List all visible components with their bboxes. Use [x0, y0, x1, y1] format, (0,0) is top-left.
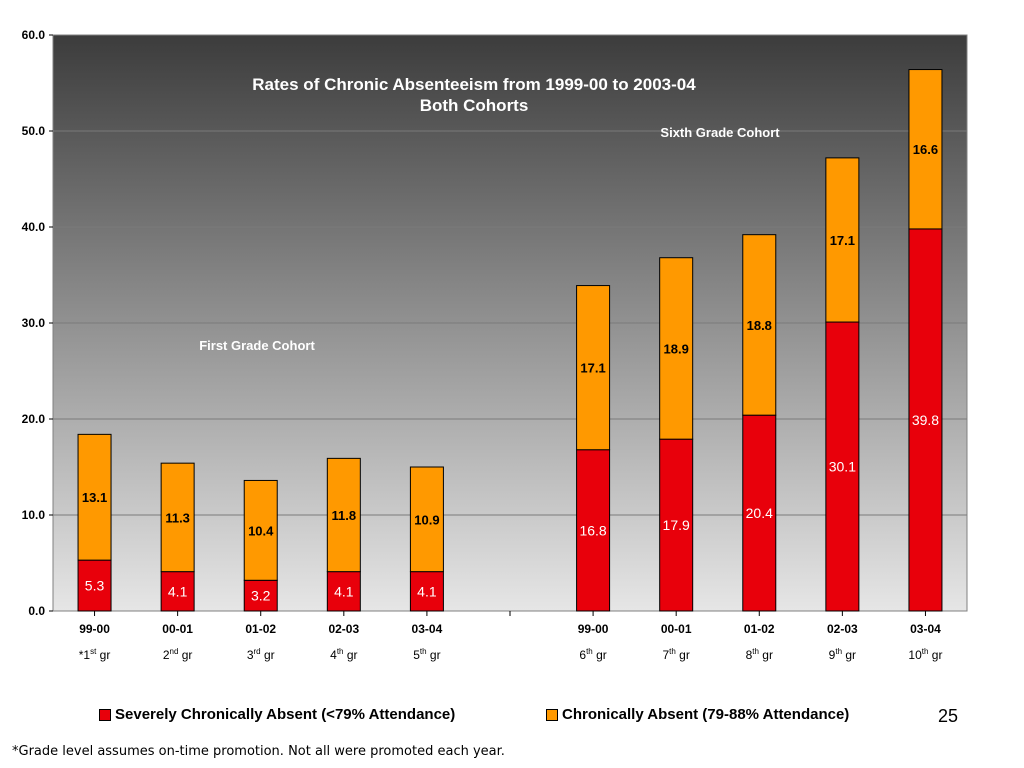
x-tick-label-grade: *1st gr	[79, 647, 111, 662]
data-label-chronic-1: 11.3	[165, 510, 190, 525]
bar-chronic-5	[576, 285, 611, 451]
bar-chronic-9	[908, 69, 943, 230]
bar-chronic-3	[326, 457, 361, 573]
legend-item-chronic: Chronically Absent (79-88% Attendance)	[546, 706, 849, 723]
bar-chronic-6	[659, 257, 694, 440]
bar-severe-5	[576, 449, 611, 612]
bar-severe-8	[825, 321, 860, 612]
data-label-severe-6: 17.9	[663, 517, 690, 533]
x-tick-label-grade: 2nd gr	[163, 647, 193, 662]
x-tick-label-year: 02-03	[827, 622, 858, 636]
y-tick-label: 10.0	[22, 508, 46, 522]
footnote: *Grade level assumes on-time promotion. …	[12, 744, 505, 759]
bar-chronic-0	[77, 433, 112, 561]
x-tick-label-grade: 3rd gr	[247, 647, 275, 662]
data-label-chronic-2: 10.4	[248, 523, 274, 538]
data-label-chronic-7: 18.8	[747, 318, 772, 333]
data-label-severe-7: 20.4	[746, 505, 773, 521]
bar-severe-6	[659, 438, 694, 612]
y-tick-label: 50.0	[22, 124, 46, 138]
page-number: 25	[938, 706, 959, 726]
bar-severe-9	[908, 228, 943, 612]
y-tick-label: 20.0	[22, 412, 46, 426]
data-label-severe-2: 3.2	[251, 588, 271, 604]
legend-label-chronic: Chronically Absent (79-88% Attendance)	[562, 706, 850, 723]
bar-chronic-1	[160, 462, 195, 573]
x-tick-label-grade: 10th gr	[908, 647, 942, 662]
legend-swatch-chronic	[546, 708, 558, 721]
x-tick-label-grade: 8th gr	[746, 647, 773, 662]
chart-title: Rates of Chronic Absenteeism from 1999-0…	[252, 75, 696, 94]
x-tick-label-year: 00-01	[162, 622, 193, 636]
legend-swatch-severe	[99, 708, 111, 721]
data-label-chronic-9: 16.6	[913, 142, 938, 157]
data-label-severe-0: 5.3	[85, 578, 105, 594]
data-label-chronic-4: 10.9	[414, 512, 439, 527]
y-tick-label: 0.0	[28, 604, 45, 618]
x-tick-label-grade: 6th gr	[579, 647, 606, 662]
bar-chronic-4	[409, 466, 444, 573]
legend-item-severe: Severely Chronically Absent (<79% Attend…	[99, 706, 455, 723]
bar-severe-4	[409, 571, 444, 612]
bar-chronic-8	[825, 157, 860, 323]
x-tick-label-grade: 5th gr	[413, 647, 440, 662]
data-label-severe-9: 39.8	[912, 412, 939, 428]
data-label-severe-3: 4.1	[334, 583, 354, 599]
legend-label-severe: Severely Chronically Absent (<79% Attend…	[115, 706, 456, 723]
data-label-chronic-8: 17.1	[830, 233, 855, 248]
x-tick-label-year: 00-01	[661, 622, 692, 636]
x-tick-label-year: 03-04	[910, 622, 941, 636]
legend: Severely Chronically Absent (<79% Attend…	[0, 706, 1024, 728]
x-tick-label-year: 01-02	[744, 622, 775, 636]
data-label-chronic-3: 11.8	[332, 508, 357, 523]
bar-chronic-7	[742, 234, 777, 416]
data-label-chronic-5: 17.1	[580, 361, 605, 376]
chart-subtitle: Both Cohorts	[420, 96, 529, 115]
x-tick-label-grade: 4th gr	[330, 647, 357, 662]
data-label-severe-1: 4.1	[168, 583, 188, 599]
y-tick-label: 30.0	[22, 316, 46, 330]
y-tick-label: 40.0	[22, 220, 46, 234]
x-tick-label-year: 01-02	[245, 622, 276, 636]
x-tick-label-year: 03-04	[412, 622, 443, 636]
x-tick-label-year: 02-03	[328, 622, 359, 636]
annotation-sixth-grade-cohort: Sixth Grade Cohort	[660, 125, 780, 140]
x-tick-label-year: 99-00	[79, 622, 110, 636]
x-tick-label-year: 99-00	[578, 622, 609, 636]
annotation-first-grade-cohort: First Grade Cohort	[199, 338, 315, 353]
data-label-chronic-0: 13.1	[82, 490, 107, 505]
x-tick-label-grade: 7th gr	[662, 647, 689, 662]
data-label-chronic-6: 18.9	[664, 341, 689, 356]
y-tick-label: 60.0	[22, 28, 46, 42]
bar-severe-3	[326, 571, 361, 612]
data-label-severe-5: 16.8	[579, 522, 606, 538]
x-tick-label-grade: 9th gr	[829, 647, 856, 662]
bar-severe-7	[742, 414, 777, 612]
data-label-severe-8: 30.1	[829, 459, 856, 475]
bar-chronic-2	[243, 479, 278, 581]
chart: 5.3 13.1 4.1 11.3 3.2 10.4 4.1 11.8 4.1 10.9 16.8 1…	[22, 28, 968, 662]
data-label-severe-4: 4.1	[417, 583, 437, 599]
